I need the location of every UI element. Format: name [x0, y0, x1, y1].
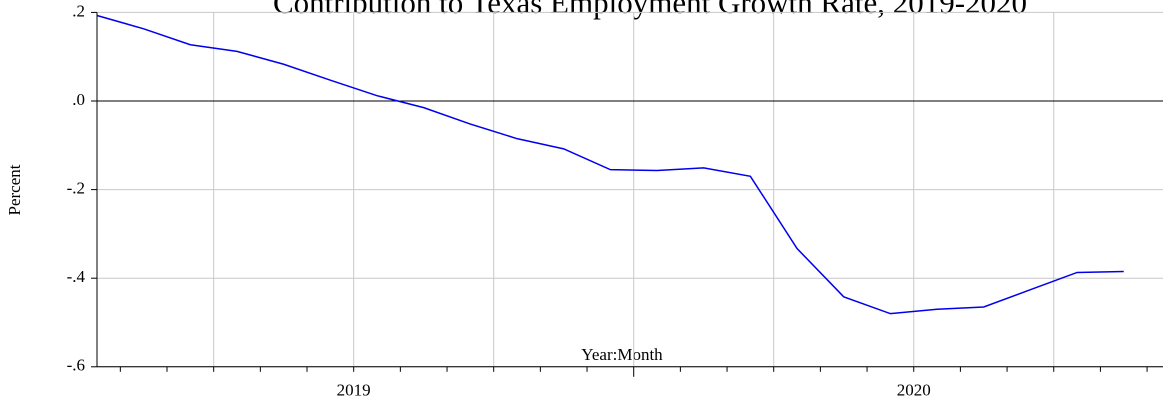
y-tick-label: -.4 — [67, 267, 86, 286]
x-axis-label: Year:Month — [581, 345, 663, 364]
y-tick-label: -.2 — [67, 179, 85, 198]
y-tick-label: .0 — [72, 90, 85, 109]
y-tick-label: .2 — [72, 1, 85, 20]
chart-title: Contribution to Texas Employment Growth … — [273, 0, 1027, 20]
y-axis-label: Percent — [5, 164, 24, 215]
x-group-label: 2020 — [897, 381, 931, 400]
series-line — [96, 14, 1124, 315]
y-tick-label: -.6 — [67, 356, 85, 375]
x-group-label: 2019 — [337, 381, 371, 400]
